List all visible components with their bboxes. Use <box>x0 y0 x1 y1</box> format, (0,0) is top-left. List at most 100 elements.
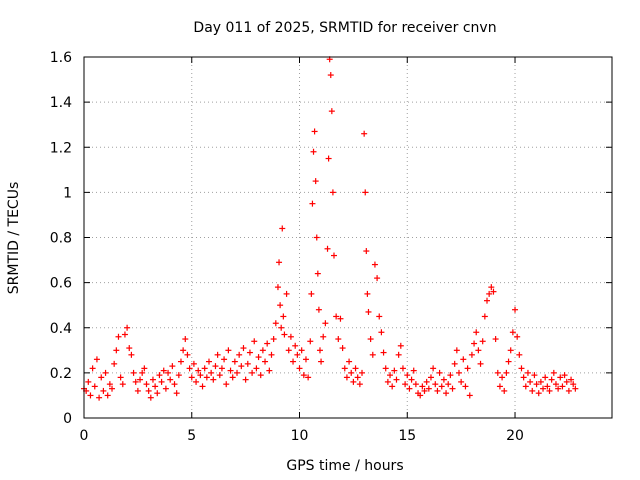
data-point <box>132 378 139 385</box>
data-point <box>320 333 327 340</box>
data-point <box>121 331 128 338</box>
data-point <box>180 347 187 354</box>
data-point <box>477 360 484 367</box>
y-tick-label: 1.4 <box>50 95 72 111</box>
data-point <box>313 234 320 241</box>
data-point <box>382 365 389 372</box>
data-point <box>330 252 337 259</box>
data-point <box>367 336 374 343</box>
y-tick-label: 0 <box>63 411 72 427</box>
data-point <box>147 394 154 401</box>
y-tick-label: 0.6 <box>50 276 72 292</box>
data-point <box>205 358 212 365</box>
data-point <box>516 351 523 358</box>
data-point <box>154 390 161 397</box>
data-point <box>333 313 340 320</box>
data-point <box>214 351 221 358</box>
data-point <box>190 360 197 367</box>
data-point <box>449 385 456 392</box>
data-point <box>324 245 331 252</box>
data-point <box>492 336 499 343</box>
data-point <box>165 369 172 376</box>
data-point <box>544 383 551 390</box>
data-point <box>496 383 503 390</box>
data-point <box>316 347 323 354</box>
data-point <box>87 392 94 399</box>
data-point <box>197 372 204 379</box>
data-point <box>283 290 290 297</box>
data-point <box>374 275 381 282</box>
data-point <box>343 374 350 381</box>
data-point <box>524 369 531 376</box>
data-point <box>218 365 225 372</box>
data-point <box>445 381 452 388</box>
data-point <box>527 378 534 385</box>
data-point <box>466 392 473 399</box>
axis-ticks: 0 0.2 0.4 0.6 0.8 1 1.2 1.4 1.6 0 5 10 15 20 <box>50 50 612 444</box>
data-point <box>141 365 148 372</box>
data-point <box>432 381 439 388</box>
data-point <box>473 329 480 336</box>
data-point <box>300 372 307 379</box>
data-point <box>404 372 411 379</box>
grid-lines <box>84 57 612 418</box>
data-point <box>272 320 279 327</box>
data-point <box>529 387 536 394</box>
data-point <box>145 387 152 394</box>
data-point <box>364 290 371 297</box>
data-point <box>468 351 475 358</box>
data-point <box>216 372 223 379</box>
data-point <box>363 248 370 255</box>
data-point <box>296 365 303 372</box>
data-point <box>236 351 243 358</box>
data-point <box>362 189 369 196</box>
data-point <box>231 358 238 365</box>
data-point <box>555 385 562 392</box>
data-point <box>223 381 230 388</box>
data-point <box>518 365 525 372</box>
y-axis-label: SRMTID / TECUs <box>6 182 22 295</box>
x-tick-label: 5 <box>187 428 196 444</box>
data-point <box>337 315 344 322</box>
data-point <box>486 290 493 297</box>
data-point <box>100 387 107 394</box>
data-point <box>471 340 478 347</box>
data-point <box>124 324 131 331</box>
data-point <box>171 381 178 388</box>
data-point <box>137 376 144 383</box>
data-point <box>115 333 122 340</box>
data-point <box>251 338 258 345</box>
data-point <box>188 374 195 381</box>
data-point <box>246 349 253 356</box>
data-point <box>225 347 232 354</box>
x-tick-label: 0 <box>80 428 89 444</box>
data-point <box>315 306 322 313</box>
data-point <box>356 381 363 388</box>
data-point <box>305 374 312 381</box>
data-point <box>494 369 501 376</box>
data-point <box>193 378 200 385</box>
data-point <box>98 374 105 381</box>
data-point <box>274 284 281 291</box>
data-point <box>221 356 228 363</box>
data-point <box>257 372 264 379</box>
data-point <box>280 313 287 320</box>
y-tick-label: 0.2 <box>50 366 72 382</box>
data-point <box>182 336 189 343</box>
y-tick-label: 0.4 <box>50 321 72 337</box>
data-point <box>292 342 299 349</box>
data-point <box>453 347 460 354</box>
data-point <box>501 387 508 394</box>
data-point <box>234 369 241 376</box>
data-point <box>158 378 165 385</box>
data-point <box>419 383 426 390</box>
data-point <box>201 365 208 372</box>
data-point <box>440 376 447 383</box>
data-point <box>533 381 540 388</box>
data-point <box>464 365 471 372</box>
data-point <box>387 372 394 379</box>
x-tick-label: 20 <box>506 428 524 444</box>
data-point <box>89 365 96 372</box>
data-point <box>389 383 396 390</box>
